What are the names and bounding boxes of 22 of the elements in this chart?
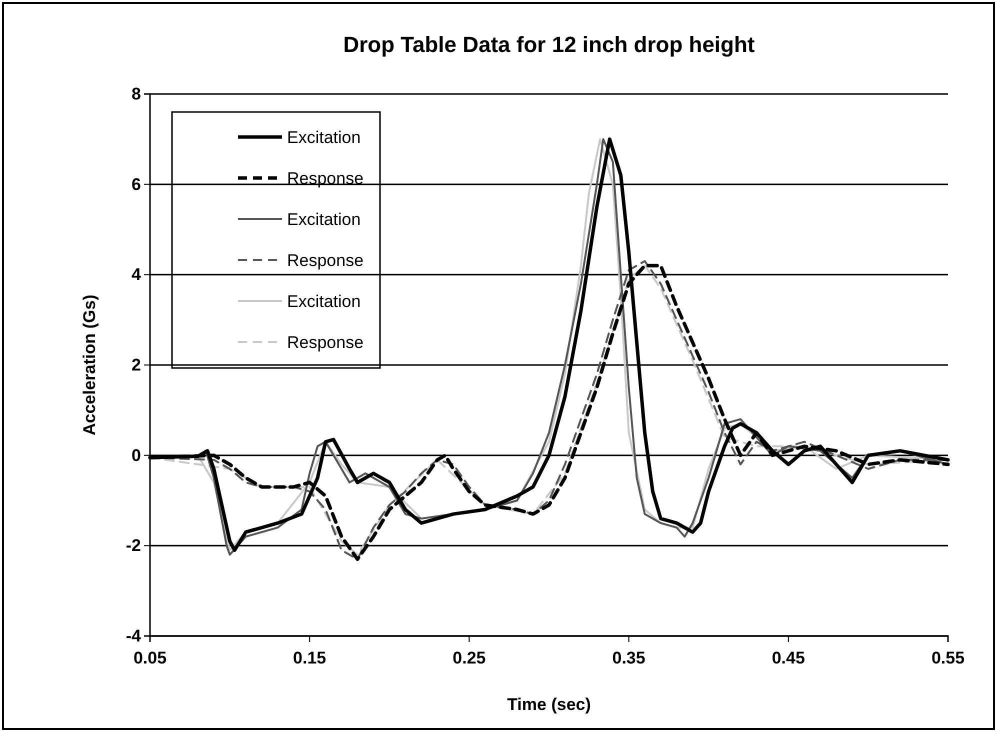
y-tick-label: 0 (132, 446, 141, 465)
y-tick-label: 6 (132, 174, 141, 194)
legend-label: Response (287, 169, 364, 188)
legend-label: Response (287, 251, 364, 270)
x-tick-label: 0.15 (293, 648, 326, 668)
y-tick-label: 4 (132, 265, 142, 284)
y-axis-title: Acceleration (Gs) (80, 294, 99, 436)
legend-label: Excitation (287, 210, 361, 229)
y-tick-label: -4 (126, 626, 142, 646)
x-tick-label: 0.25 (452, 648, 486, 668)
y-tick-label: 2 (132, 355, 141, 374)
x-tick-label: 0.55 (931, 648, 965, 668)
y-tick-label: 8 (132, 84, 141, 104)
x-tick-label: 0.35 (612, 648, 646, 668)
legend-label: Excitation (287, 128, 361, 147)
x-axis-title: Time (sec) (507, 695, 591, 714)
legend-label: Response (287, 333, 364, 352)
y-tick-label: -2 (126, 536, 141, 556)
legend-label: Excitation (287, 292, 361, 311)
x-tick-label: 0.05 (133, 648, 167, 668)
x-tick-label: 0.45 (772, 648, 805, 668)
chart-title: Drop Table Data for 12 inch drop height (343, 32, 756, 57)
